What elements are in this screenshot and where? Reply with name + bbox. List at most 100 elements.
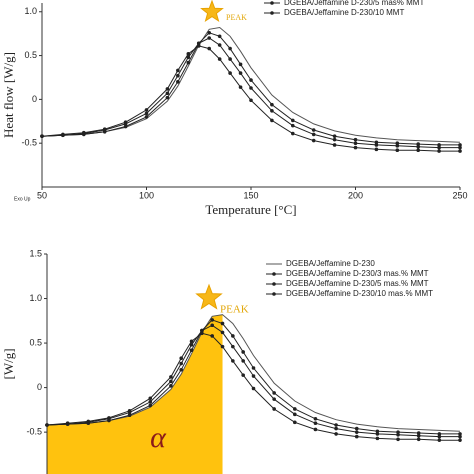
data-point bbox=[395, 141, 400, 145]
legend-label: DGEBA/Jeffamine D-230/10 mas.% MMT bbox=[286, 289, 433, 298]
data-point bbox=[374, 140, 379, 145]
data-point bbox=[200, 328, 204, 333]
data-point bbox=[228, 71, 232, 75]
data-point bbox=[189, 339, 194, 344]
data-point bbox=[179, 367, 184, 372]
data-point bbox=[179, 361, 184, 366]
data-point bbox=[220, 344, 225, 349]
data-point bbox=[228, 57, 232, 61]
data-point bbox=[231, 359, 235, 363]
data-point bbox=[189, 343, 194, 347]
data-point bbox=[332, 137, 337, 142]
data-point bbox=[207, 46, 211, 51]
data-point bbox=[186, 55, 191, 60]
data-point bbox=[437, 434, 442, 439]
legend-marker bbox=[272, 272, 276, 276]
data-point bbox=[458, 145, 462, 150]
legend-label: DGEBA/Jeffamine D-230/5 mas.% MMT bbox=[286, 279, 429, 288]
data-point bbox=[238, 62, 243, 67]
data-point bbox=[210, 318, 214, 322]
data-point bbox=[437, 149, 441, 153]
data-point bbox=[353, 141, 358, 145]
data-point bbox=[210, 323, 214, 328]
data-point bbox=[396, 430, 400, 434]
data-point bbox=[241, 373, 245, 377]
y-axis-title: Heat flow [W/g] bbox=[1, 52, 16, 138]
data-point bbox=[220, 321, 225, 326]
data-point bbox=[334, 423, 338, 427]
area-fill bbox=[47, 314, 223, 474]
area-label: α bbox=[150, 421, 167, 454]
data-point bbox=[249, 78, 253, 82]
legend-marker bbox=[270, 11, 274, 15]
data-point bbox=[354, 426, 359, 431]
data-point bbox=[332, 134, 337, 138]
data-point bbox=[241, 359, 245, 363]
data-point bbox=[196, 44, 201, 48]
data-point bbox=[144, 108, 149, 112]
y-tick-label: 0.5 bbox=[29, 337, 42, 347]
data-point bbox=[231, 334, 235, 338]
data-point bbox=[334, 426, 338, 431]
data-point bbox=[313, 416, 318, 421]
x-tick-label: 100 bbox=[139, 190, 154, 200]
data-point bbox=[272, 407, 276, 411]
peak-star bbox=[200, 0, 224, 23]
x-axis-title: Temperature [°C] bbox=[205, 202, 296, 217]
data-point bbox=[241, 350, 245, 354]
note: Exo Up bbox=[14, 196, 31, 202]
data-point bbox=[375, 436, 380, 441]
data-point bbox=[353, 137, 358, 142]
legend-label: DGEBA/Jeffamine D-230/3 mas.% MMT bbox=[286, 269, 429, 278]
data-point bbox=[144, 115, 149, 119]
data-point bbox=[416, 144, 421, 149]
peak-star bbox=[195, 283, 223, 310]
data-point bbox=[334, 432, 338, 436]
data-point bbox=[61, 132, 65, 137]
data-point bbox=[176, 80, 180, 84]
data-point bbox=[311, 128, 316, 132]
data-point bbox=[395, 144, 400, 148]
y-tick-label: 0 bbox=[37, 382, 42, 392]
series-line bbox=[46, 314, 461, 432]
data-point bbox=[354, 434, 359, 439]
data-point bbox=[238, 85, 243, 89]
data-point bbox=[207, 30, 211, 35]
data-point bbox=[293, 420, 297, 425]
data-point bbox=[86, 419, 91, 424]
data-point bbox=[374, 143, 379, 147]
data-point bbox=[354, 430, 359, 434]
data-point bbox=[396, 433, 400, 437]
data-point bbox=[220, 330, 225, 335]
data-point bbox=[270, 118, 274, 123]
data-point bbox=[176, 73, 180, 78]
data-point bbox=[375, 429, 380, 434]
data-point bbox=[189, 348, 194, 352]
data-point bbox=[217, 34, 222, 39]
data-point bbox=[169, 384, 173, 388]
data-point bbox=[291, 118, 295, 123]
data-point bbox=[186, 60, 191, 65]
data-point bbox=[332, 143, 337, 147]
data-point bbox=[238, 71, 243, 75]
data-point bbox=[127, 413, 132, 418]
data-point bbox=[176, 68, 180, 73]
data-point bbox=[196, 41, 201, 46]
data-point bbox=[102, 127, 107, 131]
data-point bbox=[165, 95, 170, 100]
data-point bbox=[127, 408, 132, 413]
data-point bbox=[40, 134, 44, 138]
x-tick-label: 50 bbox=[37, 190, 47, 200]
data-point bbox=[169, 375, 173, 379]
data-point bbox=[186, 52, 191, 56]
data-point bbox=[458, 143, 462, 147]
data-point bbox=[251, 374, 256, 378]
data-point bbox=[270, 108, 274, 113]
data-point bbox=[123, 120, 128, 124]
data-point bbox=[416, 437, 421, 442]
legend-label: DGEBA/Jeffamine D-230/10 MMT bbox=[284, 8, 404, 17]
data-point bbox=[210, 334, 214, 338]
legend-marker bbox=[270, 1, 274, 5]
data-point bbox=[458, 438, 462, 442]
